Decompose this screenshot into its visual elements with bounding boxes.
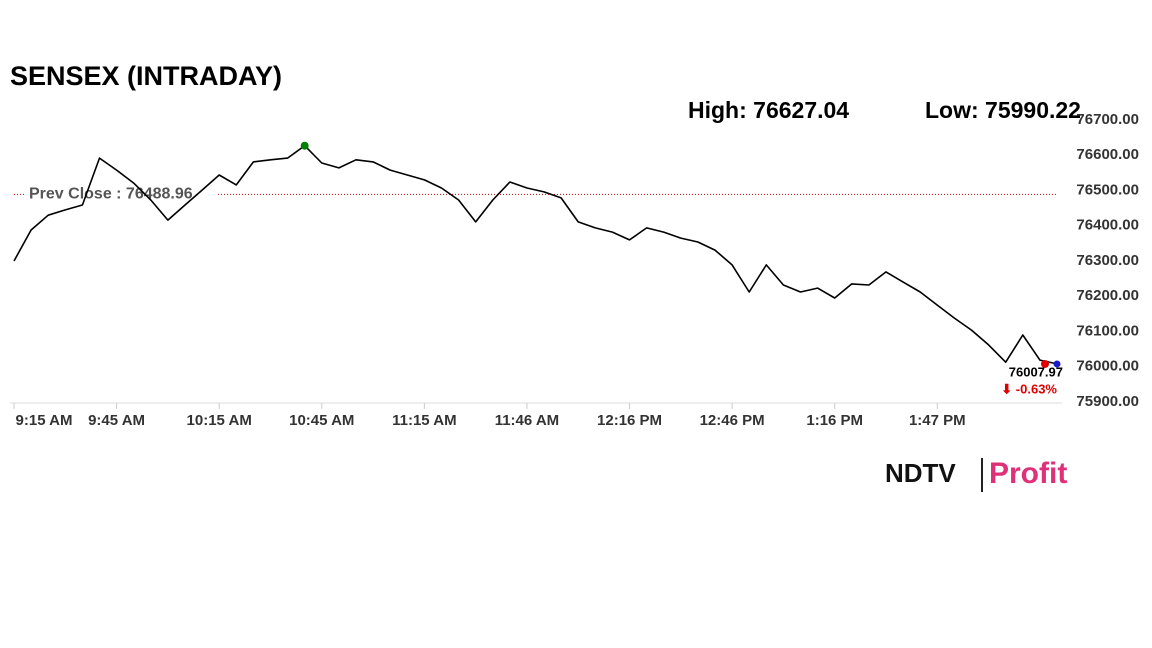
y-tick-label: 76100.00 [1076, 322, 1139, 339]
y-tick-label: 76500.00 [1076, 181, 1139, 198]
x-tick-label: 12:46 PM [700, 412, 765, 429]
x-tick-label: 11:15 AM [392, 412, 456, 429]
low-label: Low: 75990.22 [925, 97, 1081, 123]
x-tick-label: 11:46 AM [495, 412, 559, 429]
y-tick-label: 75900.00 [1076, 393, 1139, 410]
change-label: ⬇ -0.63% [1001, 381, 1057, 396]
y-tick-label: 76400.00 [1076, 217, 1139, 234]
logo-ndtv: NDTV [885, 458, 956, 488]
prev-close-bg [24, 184, 216, 205]
y-tick-label: 76700.00 [1076, 111, 1139, 128]
high-marker [300, 141, 309, 150]
last-marker-end [1053, 360, 1061, 368]
price-line [13, 144, 1058, 365]
x-tick-label: 10:15 AM [187, 412, 252, 429]
y-tick-label: 76000.00 [1076, 358, 1139, 375]
x-tick-label: 1:47 PM [909, 412, 966, 429]
y-tick-label: 76300.00 [1076, 252, 1139, 269]
x-tick-label: 1:16 PM [806, 412, 863, 429]
last-marker [1041, 359, 1049, 368]
logo-profit: Profit [989, 457, 1067, 490]
chart-title: SENSEX (INTRADAY) [10, 61, 282, 91]
y-tick-label: 76200.00 [1076, 287, 1139, 304]
x-tick-label: 9:15 AM [16, 412, 73, 429]
prev-close-label: Prev Close : 76488.96 [29, 186, 193, 203]
x-tick-label: 9:45 AM [88, 412, 145, 429]
high-label: High: 76627.04 [688, 97, 849, 123]
last-value-label: 76007.97 [1009, 364, 1063, 379]
y-tick-label: 76600.00 [1076, 146, 1139, 163]
x-tick-label: 10:45 AM [289, 412, 354, 429]
x-tick-label: 12:16 PM [597, 412, 662, 429]
